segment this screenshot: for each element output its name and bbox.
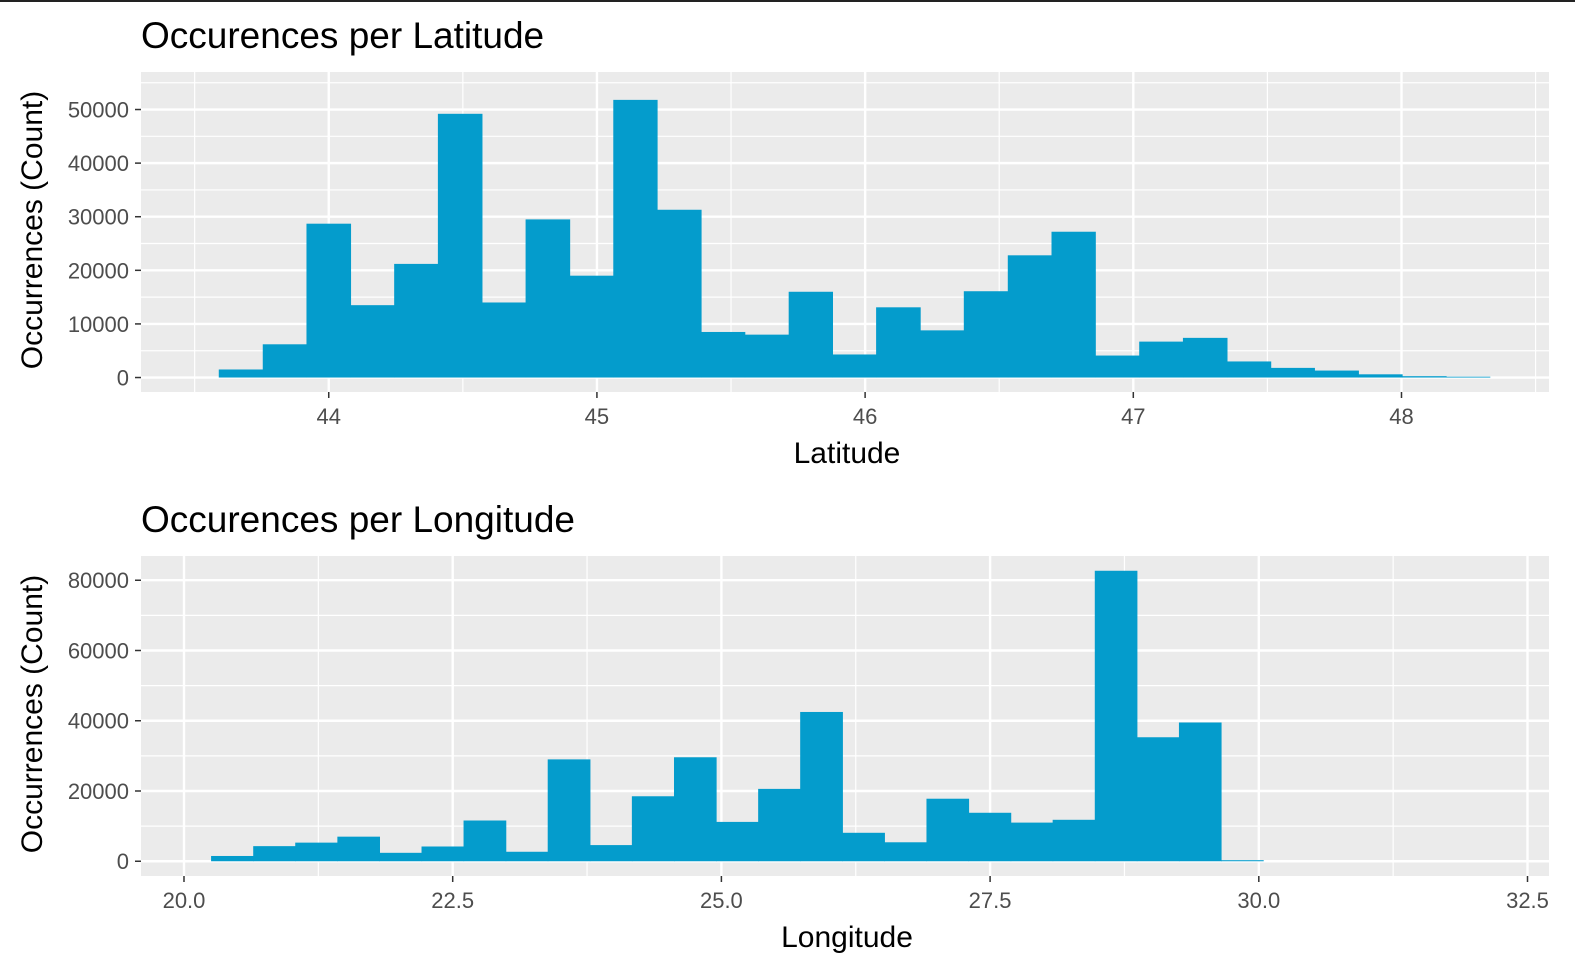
histogram-bar [1226, 361, 1272, 378]
plot-panel [141, 556, 1549, 876]
y-tick-label: 0 [117, 849, 129, 874]
x-tick-label: 22.5 [431, 888, 474, 913]
histogram-bar [1139, 341, 1184, 378]
histogram-bar [968, 812, 1012, 862]
x-tick-label: 30.0 [1237, 888, 1280, 913]
histogram-bar [758, 788, 801, 862]
histogram-bar [832, 354, 877, 378]
histogram-bar [350, 305, 395, 378]
histogram-bar [262, 344, 308, 378]
histogram-bar [437, 113, 483, 378]
histogram-bar [1136, 737, 1180, 862]
y-tick-label: 10000 [68, 312, 129, 337]
histogram-bar [1270, 367, 1315, 378]
histogram-bar [1446, 376, 1491, 378]
histogram-bar [1095, 355, 1140, 378]
histogram-bar [700, 331, 746, 378]
chart-title: Occurences per Latitude [141, 15, 544, 56]
histogram-bar [1358, 374, 1403, 378]
histogram-bar [656, 209, 702, 378]
histogram-bar [1314, 370, 1359, 378]
histogram-bar [218, 369, 264, 378]
histogram-bar [463, 820, 507, 862]
histogram-bar [525, 219, 571, 378]
histogram-bar [379, 852, 423, 862]
histogram-bar [800, 711, 843, 862]
x-tick-label: 46 [853, 404, 877, 429]
y-axis-title: Occurrences (Count) [16, 575, 49, 853]
histogram-bar [744, 334, 790, 378]
histogram-bar [1051, 231, 1096, 378]
longitude-histogram: 20.0 22.5 25.0 27.5 30.0 32.5 0 20000 40000 60000… [16, 499, 1549, 954]
histogram-bar [589, 845, 633, 862]
histogram-bar [842, 832, 885, 862]
x-tick-label: 44 [316, 404, 340, 429]
y-tick-label: 30000 [68, 205, 129, 230]
histogram-bar [613, 99, 658, 378]
histogram-bar [926, 798, 970, 862]
y-tick-label: 20000 [68, 779, 129, 804]
histogram-bar [1010, 822, 1054, 862]
histogram-bar [631, 796, 675, 862]
histogram-bar [1182, 337, 1228, 378]
y-tick-label: 60000 [68, 638, 129, 663]
histogram-bar [1052, 819, 1096, 862]
x-tick-label: 48 [1389, 404, 1413, 429]
histogram-bar [394, 263, 439, 378]
histogram-bar [569, 275, 614, 378]
y-tick-label: 0 [117, 366, 129, 391]
x-axis-title: Latitude [794, 437, 901, 470]
histogram-bar [547, 759, 591, 862]
histogram-bar [963, 291, 1009, 378]
x-tick-label: 32.5 [1506, 888, 1549, 913]
histogram-bar [337, 836, 380, 862]
x-tick-label: 45 [585, 404, 609, 429]
histogram-bar [295, 842, 338, 862]
histogram-bar [211, 855, 254, 862]
x-axis-title: Longitude [781, 921, 913, 954]
y-axis-title: Occurrences (Count) [16, 91, 49, 369]
x-tick-label: 47 [1121, 404, 1145, 429]
histogram-bar [1178, 722, 1222, 862]
y-tick-label: 50000 [68, 98, 129, 123]
histogram-bar [716, 821, 759, 862]
histogram-bar [306, 223, 352, 378]
histogram-bar [421, 846, 465, 862]
top-border [0, 0, 1575, 2]
latitude-histogram: 44 45 46 47 48 0 10000 20000 30000 40000 50000 Occ… [16, 15, 1549, 470]
histogram-bar [788, 291, 833, 378]
x-tick-label: 25.0 [700, 888, 743, 913]
histogram-bar [253, 846, 296, 862]
y-tick-label: 80000 [68, 568, 129, 593]
histogram-bar [481, 302, 527, 378]
y-tick-label: 40000 [68, 151, 129, 176]
histogram-bar [673, 757, 717, 862]
histogram-bar [1007, 255, 1053, 378]
chart-title: Occurences per Longitude [141, 499, 575, 540]
histogram-bar [1094, 570, 1138, 862]
histogram-bar [876, 307, 921, 378]
y-tick-label: 40000 [68, 709, 129, 734]
x-tick-label: 27.5 [969, 888, 1012, 913]
histogram-bar [920, 330, 965, 378]
histogram-bar [505, 851, 549, 862]
y-tick-label: 20000 [68, 258, 129, 283]
x-tick-label: 20.0 [163, 888, 206, 913]
histogram-bar [1220, 860, 1264, 862]
histogram-bar [1402, 376, 1447, 378]
histogram-bar [884, 842, 928, 862]
